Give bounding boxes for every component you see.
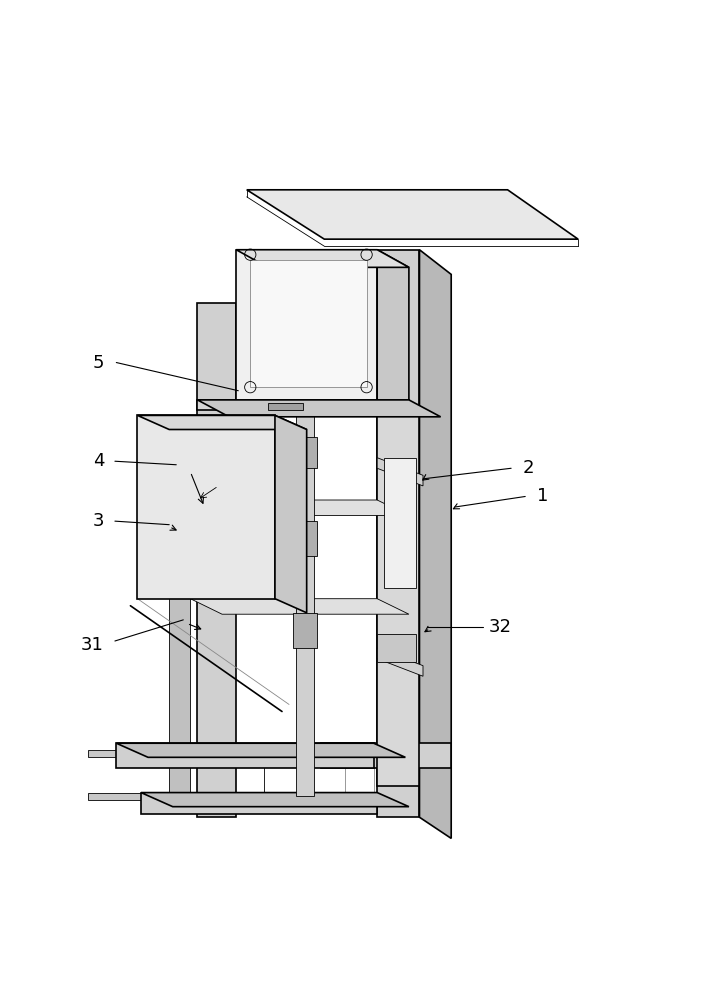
- Polygon shape: [141, 793, 377, 814]
- Polygon shape: [197, 400, 441, 417]
- Polygon shape: [275, 415, 307, 613]
- Polygon shape: [377, 250, 419, 817]
- Polygon shape: [88, 793, 187, 800]
- Text: 4: 4: [93, 452, 104, 470]
- Polygon shape: [377, 648, 423, 676]
- Polygon shape: [236, 250, 409, 267]
- Polygon shape: [293, 521, 317, 556]
- Text: 31: 31: [80, 636, 103, 654]
- Polygon shape: [296, 410, 314, 796]
- Polygon shape: [197, 400, 409, 410]
- Polygon shape: [384, 458, 416, 588]
- Polygon shape: [247, 190, 578, 239]
- Polygon shape: [377, 458, 423, 486]
- Text: 3: 3: [93, 512, 104, 530]
- Text: 32: 32: [489, 618, 512, 636]
- Polygon shape: [169, 415, 190, 796]
- Polygon shape: [321, 743, 451, 768]
- Polygon shape: [141, 793, 409, 807]
- Polygon shape: [250, 260, 367, 387]
- Polygon shape: [116, 743, 374, 768]
- Polygon shape: [377, 250, 409, 419]
- Polygon shape: [293, 613, 317, 648]
- Polygon shape: [268, 403, 303, 410]
- Text: 1: 1: [537, 487, 548, 505]
- Polygon shape: [88, 750, 187, 757]
- Polygon shape: [377, 410, 419, 786]
- Polygon shape: [190, 599, 409, 614]
- Polygon shape: [293, 437, 317, 468]
- Polygon shape: [236, 250, 377, 401]
- Polygon shape: [116, 743, 405, 757]
- Polygon shape: [419, 250, 451, 838]
- Polygon shape: [190, 500, 409, 516]
- Polygon shape: [137, 415, 275, 599]
- Text: 2: 2: [523, 459, 534, 477]
- Polygon shape: [377, 634, 416, 662]
- Text: 5: 5: [93, 354, 104, 372]
- Polygon shape: [197, 303, 236, 817]
- Polygon shape: [137, 415, 307, 430]
